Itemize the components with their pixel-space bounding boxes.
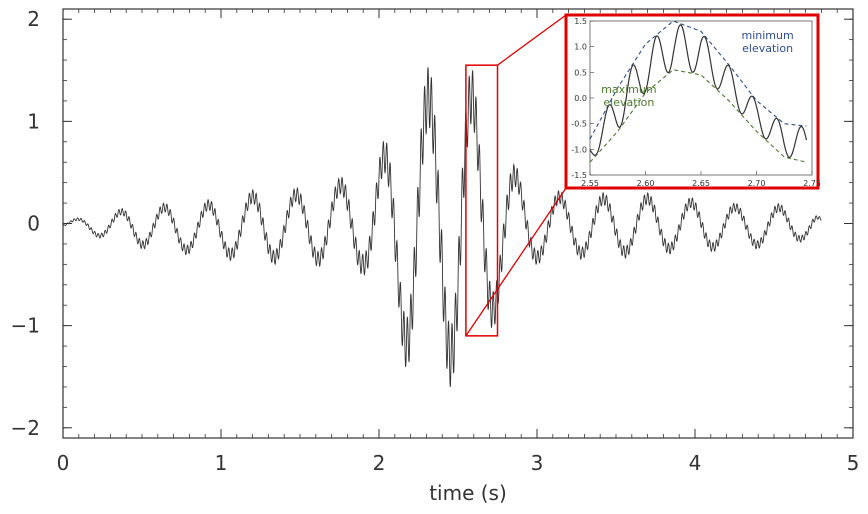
inset-min-elevation-line [589,20,807,140]
inset-annotation-line: elevation [742,42,793,55]
inset-y-tick-label: 0.5 [574,68,587,77]
inset-x-tick-label: 2.65 [692,179,710,188]
inset-x-tick-label: 2.55 [581,179,599,188]
inset-y-tick-label: -1.0 [571,145,587,154]
signal-trace [62,67,822,388]
inset-x-tick-label: 2.75 [803,179,821,188]
x-tick-label: 1 [215,451,228,475]
x-tick-label: 2 [373,451,386,475]
x-tick-label: 3 [531,451,544,475]
inset-y-tick-label: -0.5 [571,120,587,129]
inset-annotation: minimum elevation [741,29,793,55]
inset-signal-trace [589,24,808,158]
inset-x-tick-label: 2.60 [637,179,655,188]
zoom-connector-top [497,14,567,66]
inset-y-tick-label: -1.5 [571,171,587,180]
main-plot: 0 1 2 3 4 5 −2 −1 0 1 2 time (s) [11,7,860,505]
inset-frame [564,13,820,190]
x-axis-label: time (s) [429,481,507,505]
x-tick-label: 5 [847,451,860,475]
inset-y-tick-label: 1.5 [574,17,587,26]
y-tick-label: 2 [27,7,40,31]
zoom-box [465,64,499,337]
inset-y-tick-label: 1.0 [574,43,587,52]
y-tick-label: 1 [27,109,40,133]
inset-annotation-line: maximum [601,83,656,96]
inset-y-tick-label: 0.0 [574,94,587,103]
y-tick-label: 0 [27,212,40,236]
inset-annotation-line: elevation [603,96,654,109]
inset-annotation-line: minimum [741,29,793,42]
x-tick-label: 4 [689,451,702,475]
x-tick-label: 0 [57,451,70,475]
inset-annotation: maximum elevation [601,83,656,109]
zoom-connector-bottom [465,187,567,337]
inset-max-elevation-line [589,69,807,163]
y-tick-label: −2 [11,416,40,440]
inset-x-tick-label: 2.70 [748,179,766,188]
inset-plot: 2.55 2.60 2.65 2.70 2.75 1.5 1.0 0.5 0.0 -0.5 -1.0… [564,13,821,190]
y-tick-label: −1 [11,314,40,338]
